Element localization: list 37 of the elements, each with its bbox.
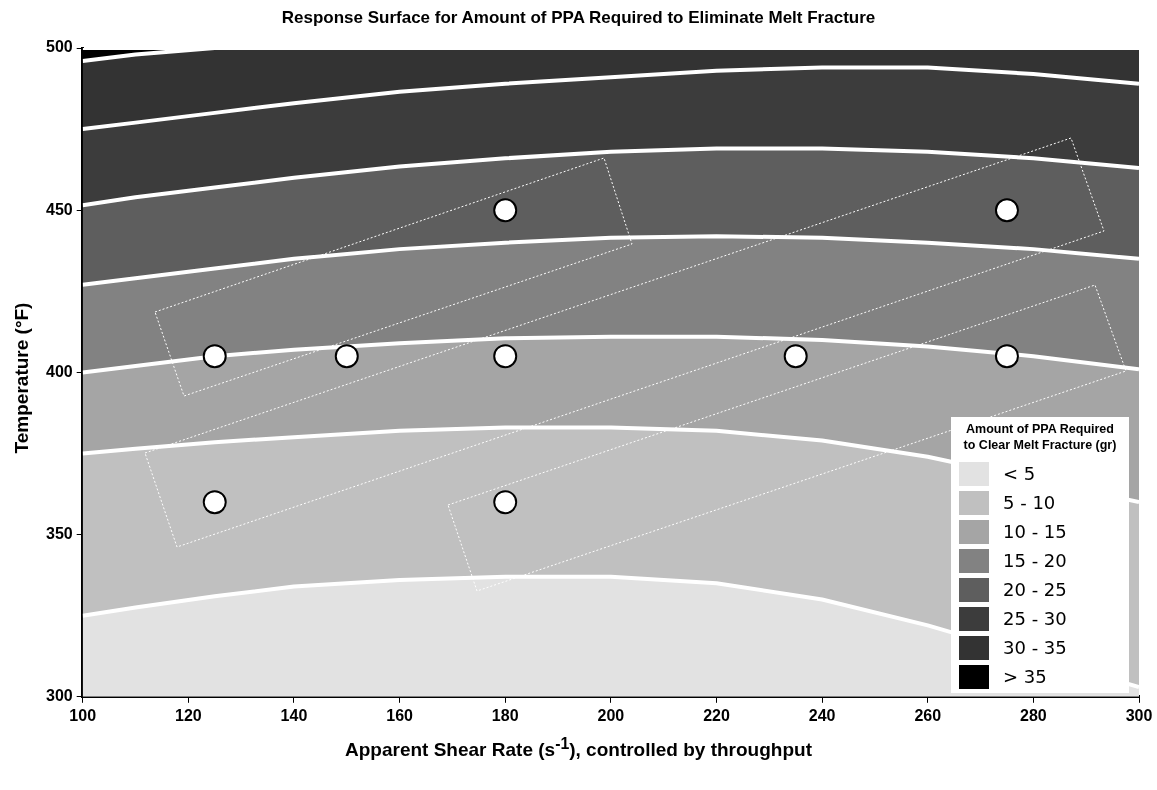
point [493,344,518,369]
point [994,198,1019,223]
y-tick-label: 400 [45,362,73,380]
x-tick-label: 280 [1020,706,1047,724]
y-tick-label: 500 [45,38,73,56]
x-tick-label: 220 [703,706,730,724]
legend-label: 15 - 20 [1003,550,1067,572]
legend-title: Amount of PPA Required to Clear Melt Fracture (gr) [962,420,1118,454]
x-tick-label: 140 [280,706,308,724]
y-tick-label: 450 [45,200,73,218]
point [334,344,359,369]
y-tick-label: 350 [45,525,73,543]
x-tick-label: 260 [914,706,942,724]
chart-title: Response Surface for Amount of PPA Required to Eliminate Melt Fracture [280,8,877,28]
x-axis-title: Apparent Shear Rate (s$^{-1}$), controlled by throughput [344,735,813,762]
x-tick-label: 100 [69,706,97,724]
x-tick-label: 300 [1125,706,1153,724]
legend-label: 10 - 15 [1003,521,1067,543]
legend-label: 5 - 10 [1003,492,1056,514]
legend-label: 20 - 25 [1003,579,1067,601]
y-tick-label: 300 [45,687,73,705]
point [493,490,518,515]
y-axis-title: Temperature (°F) [11,302,33,454]
legend-label: 25 - 30 [1003,608,1067,630]
point [493,198,518,223]
x-tick-label: 120 [174,706,202,724]
point [783,344,808,369]
point [994,344,1019,369]
legend-label: < 5 [1003,463,1036,485]
point [202,344,227,369]
x-tick-label: 160 [386,706,414,724]
x-tick-label: 200 [597,706,625,724]
x-tick-label: 240 [808,706,836,724]
point [202,490,227,515]
legend-label: > 35 [1003,666,1047,688]
x-tick-label: 180 [491,706,519,724]
legend-label: 30 - 35 [1003,637,1067,659]
